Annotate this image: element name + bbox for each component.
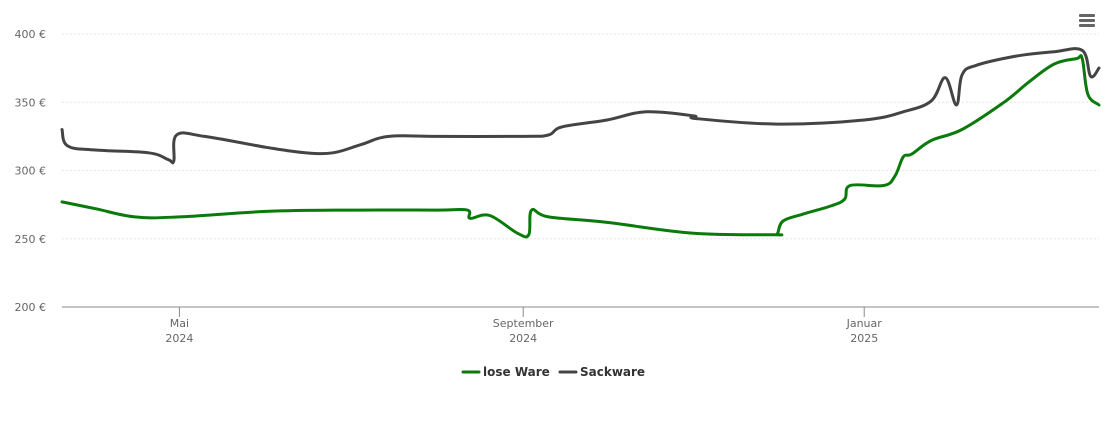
x-tick-label-month: September <box>493 317 554 330</box>
series-lines <box>60 47 1101 239</box>
menu-bar <box>1079 24 1095 27</box>
y-axis-ticks: 200 € 250 € 300 € 350 € 400 € <box>15 28 47 314</box>
y-tick-label: 200 € <box>15 301 47 314</box>
y-tick-label: 350 € <box>15 96 47 109</box>
x-tick-label-month: Mai <box>170 317 189 330</box>
x-tick-label-year: 2025 <box>850 332 878 345</box>
x-tick-label-year: 2024 <box>509 332 537 345</box>
menu-bar <box>1079 19 1095 22</box>
legend: lose Ware Sackware <box>461 365 645 379</box>
series-line-lose-ware[interactable] <box>60 54 1101 239</box>
y-tick-label: 400 € <box>15 28 47 41</box>
legend-label: Sackware <box>580 365 645 379</box>
legend-item-lose-ware[interactable]: lose Ware <box>461 365 550 379</box>
hamburger-menu-icon[interactable] <box>1076 12 1098 32</box>
grid-lines <box>62 33 1099 240</box>
legend-label: lose Ware <box>483 365 550 379</box>
x-axis-ticks: Mai 2024 September 2024 Januar 2025 <box>165 307 882 345</box>
y-tick-label: 300 € <box>15 165 47 178</box>
menu-bar <box>1079 14 1095 17</box>
x-tick-label-year: 2024 <box>165 332 193 345</box>
x-tick-label-month: Januar <box>846 317 883 330</box>
y-tick-label: 250 € <box>15 233 47 246</box>
legend-item-sackware[interactable]: Sackware <box>558 365 645 379</box>
series-line-sackware[interactable] <box>60 47 1101 165</box>
